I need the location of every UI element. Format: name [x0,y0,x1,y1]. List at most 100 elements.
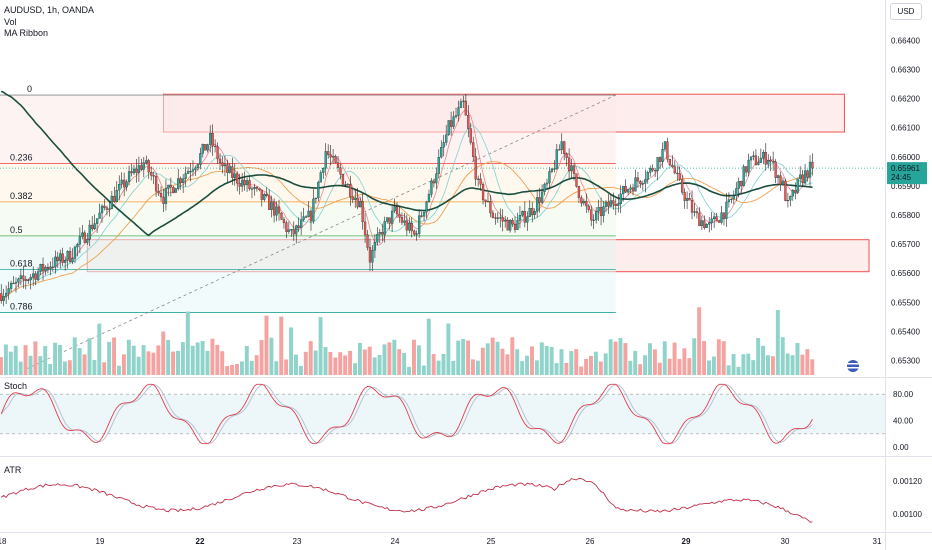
candle-body [179,178,182,183]
candle-body [159,192,163,198]
candle-body [774,161,777,178]
candle-body [125,181,128,188]
candle-body [749,156,753,161]
candle-body [626,189,630,193]
candle-body [565,153,568,158]
candle-body [533,211,536,215]
candle-body [457,107,460,116]
candle-body [336,162,340,168]
candle-body [285,222,288,232]
volume-bar [534,360,539,375]
candle-body [418,215,421,234]
candle-body [415,233,418,235]
atr-line [0,477,813,523]
candle-body [98,212,101,219]
price-axis-tick: 0.66100 [891,124,920,133]
volume-bar [338,352,343,375]
candle-body [624,186,627,193]
price-axis-tick: 0.65400 [891,327,920,336]
candle-body [747,159,750,173]
volume-bar [648,343,652,375]
candle-body [135,168,138,173]
price-axis-tick: 0.65900 [891,182,920,191]
candle-body [361,201,364,223]
volume-bar [136,356,141,375]
candle-body [103,205,106,208]
candle-body [223,164,227,167]
volume-bar [515,349,520,375]
candle-body [174,188,177,193]
price-axis-tick: 0.65500 [891,298,920,307]
candle-body [799,174,802,179]
candle-body [592,219,595,221]
volume-bar [43,345,48,375]
volume-bar [495,341,500,375]
candle-body [12,282,15,285]
candle-body [563,141,566,154]
volume-bar [775,309,780,375]
candle-body [231,166,234,178]
volume-bar [195,342,200,375]
volume-bar [608,339,613,375]
candle-body [113,195,116,202]
candle-body [794,190,797,193]
volume-bar [480,347,485,375]
volume-bar [264,315,269,375]
candle-body [304,216,308,218]
candle-body [5,292,8,297]
candle-body [32,273,35,278]
volume-bar [490,337,495,375]
candle-body [700,220,703,227]
candle-body [2,296,5,301]
price-axis-tick: 0.65800 [891,211,920,220]
candle-body [39,264,42,272]
volume-bar [505,354,510,375]
candle-body [506,219,509,231]
volume-bar [166,339,171,375]
candle-body [511,220,514,225]
candle-body [236,173,239,184]
volume-bar [249,360,254,375]
candle-body [781,180,785,185]
candle-body [91,224,94,230]
price-axis-tick: 0.66000 [891,153,920,162]
candle-body [59,253,62,262]
candle-body [447,120,450,135]
candle-body [371,250,374,263]
vol-legend: Vol [4,17,17,27]
candle-body [604,201,608,207]
volume-bar [284,359,289,375]
candle-body [587,205,590,210]
candle-body [73,246,77,259]
currency-button[interactable]: USD [890,3,922,20]
candle-body [29,276,32,281]
candle-body [496,217,499,219]
volume-bar [343,355,348,375]
candle-body [44,266,47,272]
volume-bar [185,311,190,375]
candle-body [255,187,259,189]
candle-body [462,100,465,102]
candle-body [142,162,145,170]
volume-bar [367,346,372,375]
volume-bar [146,351,151,375]
candle-body [590,209,593,221]
candle-body [253,187,256,189]
volume-bar [711,356,716,375]
fib-level-label: 0.5 [10,225,23,235]
candle-body [685,198,689,201]
volume-bar [313,350,318,375]
volume-bar [171,351,176,375]
candle-body [732,195,735,200]
candle-body [14,281,18,284]
candle-body [619,193,622,205]
candle-body [258,188,261,191]
volume-bar [761,345,766,375]
candle-body [656,157,659,171]
volume-bar [107,341,112,375]
volume-bar [372,357,377,375]
volume-bar [156,345,161,375]
candle-body [651,168,654,171]
volume-bar [407,366,412,375]
